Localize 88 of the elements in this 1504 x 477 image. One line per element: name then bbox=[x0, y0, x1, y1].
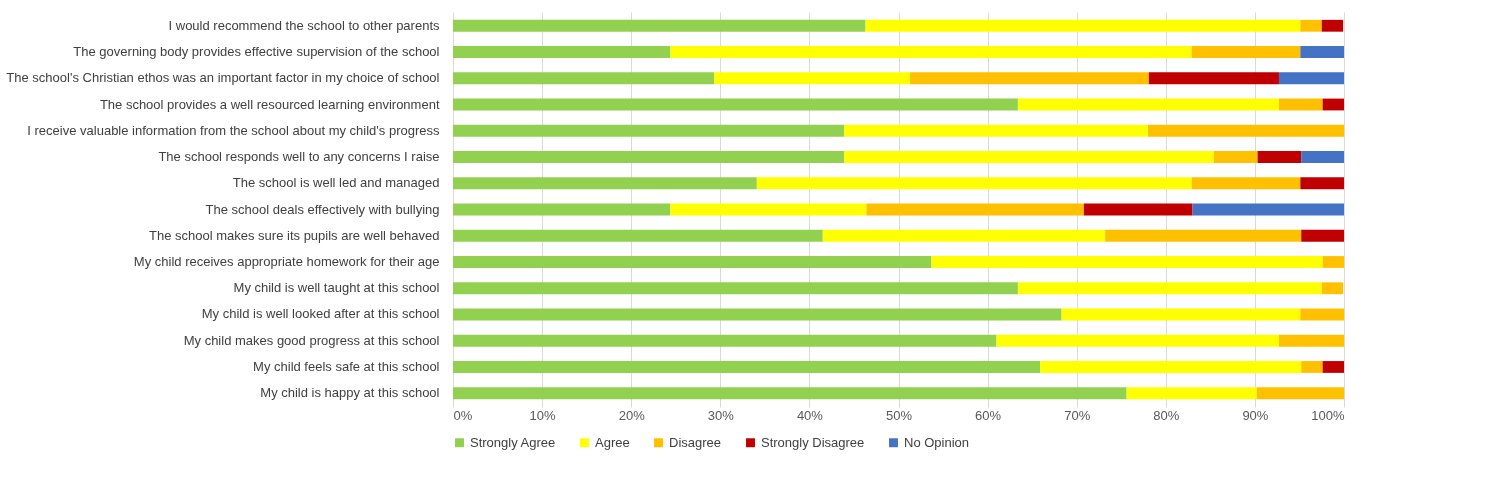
bar bbox=[453, 151, 845, 163]
x-tick-label: 0% bbox=[453, 407, 473, 423]
bar bbox=[1322, 98, 1344, 111]
bar bbox=[1278, 98, 1323, 111]
bar bbox=[670, 203, 867, 216]
y-tick-label: My child receives appropriate homework for their age bbox=[133, 253, 440, 269]
y-tick-label: My child is well taught at this school bbox=[233, 280, 440, 296]
bar bbox=[453, 256, 932, 268]
bar bbox=[453, 203, 671, 216]
y-tick-label: The school is well led and managed bbox=[232, 175, 440, 191]
bar bbox=[1126, 387, 1257, 400]
bar bbox=[1017, 282, 1322, 295]
bar bbox=[1322, 256, 1344, 268]
y-tick-label: My child is well looked after at this school bbox=[201, 306, 440, 322]
bar bbox=[1191, 46, 1301, 58]
bar bbox=[1191, 177, 1301, 190]
x-tick-label: 40% bbox=[796, 407, 824, 423]
x-tick-label: 90% bbox=[1242, 407, 1269, 423]
y-tick-label: The school responds well to any concerns I raise bbox=[158, 149, 440, 165]
bar bbox=[453, 72, 715, 85]
bar bbox=[1213, 151, 1258, 163]
y-tick-label: My child makes good progress at this school bbox=[183, 332, 440, 348]
bar bbox=[1301, 361, 1323, 373]
y-tick-label: I receive valuable information from the school about my child's progress bbox=[27, 122, 440, 138]
bar bbox=[453, 124, 845, 137]
bar bbox=[910, 72, 1149, 85]
bar bbox=[996, 334, 1279, 347]
bar bbox=[1300, 46, 1344, 58]
x-tick-label: 20% bbox=[618, 407, 646, 423]
bar bbox=[670, 46, 1192, 58]
bar bbox=[822, 229, 1106, 242]
bar bbox=[453, 177, 757, 190]
bar bbox=[1061, 308, 1301, 321]
bar bbox=[1321, 19, 1344, 32]
bar bbox=[1322, 361, 1344, 373]
bar bbox=[453, 334, 997, 347]
y-tick-label: The school deals effectively with bullying bbox=[205, 201, 440, 217]
x-tick-label: 60% bbox=[975, 407, 1002, 423]
bar bbox=[453, 282, 1018, 295]
bar bbox=[1017, 98, 1279, 111]
bar bbox=[453, 387, 1127, 400]
bar bbox=[1105, 229, 1302, 242]
bar bbox=[1148, 72, 1279, 85]
bar bbox=[865, 19, 1301, 32]
bar bbox=[1278, 72, 1344, 85]
bar bbox=[1256, 387, 1344, 400]
bar bbox=[844, 151, 1214, 163]
bar bbox=[453, 98, 1018, 111]
y-tick-label: I would recommend the school to other parents bbox=[168, 17, 440, 33]
legend-label: Agree bbox=[595, 434, 630, 450]
bar bbox=[453, 229, 823, 242]
bar bbox=[1278, 334, 1344, 347]
bar bbox=[453, 19, 866, 32]
y-tick-label: The governing body provides effective supervision of the school bbox=[73, 44, 440, 60]
bar bbox=[1083, 203, 1193, 216]
bar bbox=[1300, 19, 1322, 32]
x-tick-label: 80% bbox=[1153, 407, 1180, 423]
x-tick-label: 10% bbox=[529, 407, 557, 423]
bar bbox=[844, 124, 1148, 137]
bar bbox=[756, 177, 1192, 190]
bar bbox=[1040, 361, 1302, 373]
bar bbox=[1192, 203, 1344, 216]
bar bbox=[1321, 282, 1344, 295]
bar bbox=[453, 308, 1062, 321]
x-tick-label: 50% bbox=[885, 407, 913, 423]
y-tick-label: The school's Christian ethos was an important factor in my choice of school bbox=[6, 70, 440, 86]
y-tick-label: My child is happy at this school bbox=[260, 385, 440, 401]
bar bbox=[1300, 308, 1344, 321]
bar bbox=[453, 46, 671, 58]
bar bbox=[931, 256, 1323, 268]
bar bbox=[1300, 177, 1344, 190]
bar bbox=[1301, 229, 1344, 242]
y-tick-label: The school provides a well resourced learning environment bbox=[99, 96, 440, 112]
legend-label: No Opinion bbox=[904, 434, 970, 450]
y-tick-label: My child feels safe at this school bbox=[253, 358, 440, 374]
bar bbox=[1301, 151, 1344, 163]
bar bbox=[866, 203, 1084, 216]
legend-label: Strongly Disagree bbox=[761, 434, 865, 450]
bar bbox=[1147, 124, 1344, 137]
legend-label: Strongly Agree bbox=[470, 434, 556, 450]
bar bbox=[714, 72, 911, 85]
legend-label: Disagree bbox=[669, 434, 722, 450]
bar bbox=[1257, 151, 1302, 163]
x-tick-label: 100% bbox=[1311, 407, 1345, 423]
bar bbox=[453, 361, 1041, 373]
y-tick-label: The school makes sure its pupils are well behaved bbox=[149, 227, 440, 243]
x-tick-label: 70% bbox=[1064, 407, 1091, 423]
x-tick-label: 30% bbox=[707, 407, 735, 423]
